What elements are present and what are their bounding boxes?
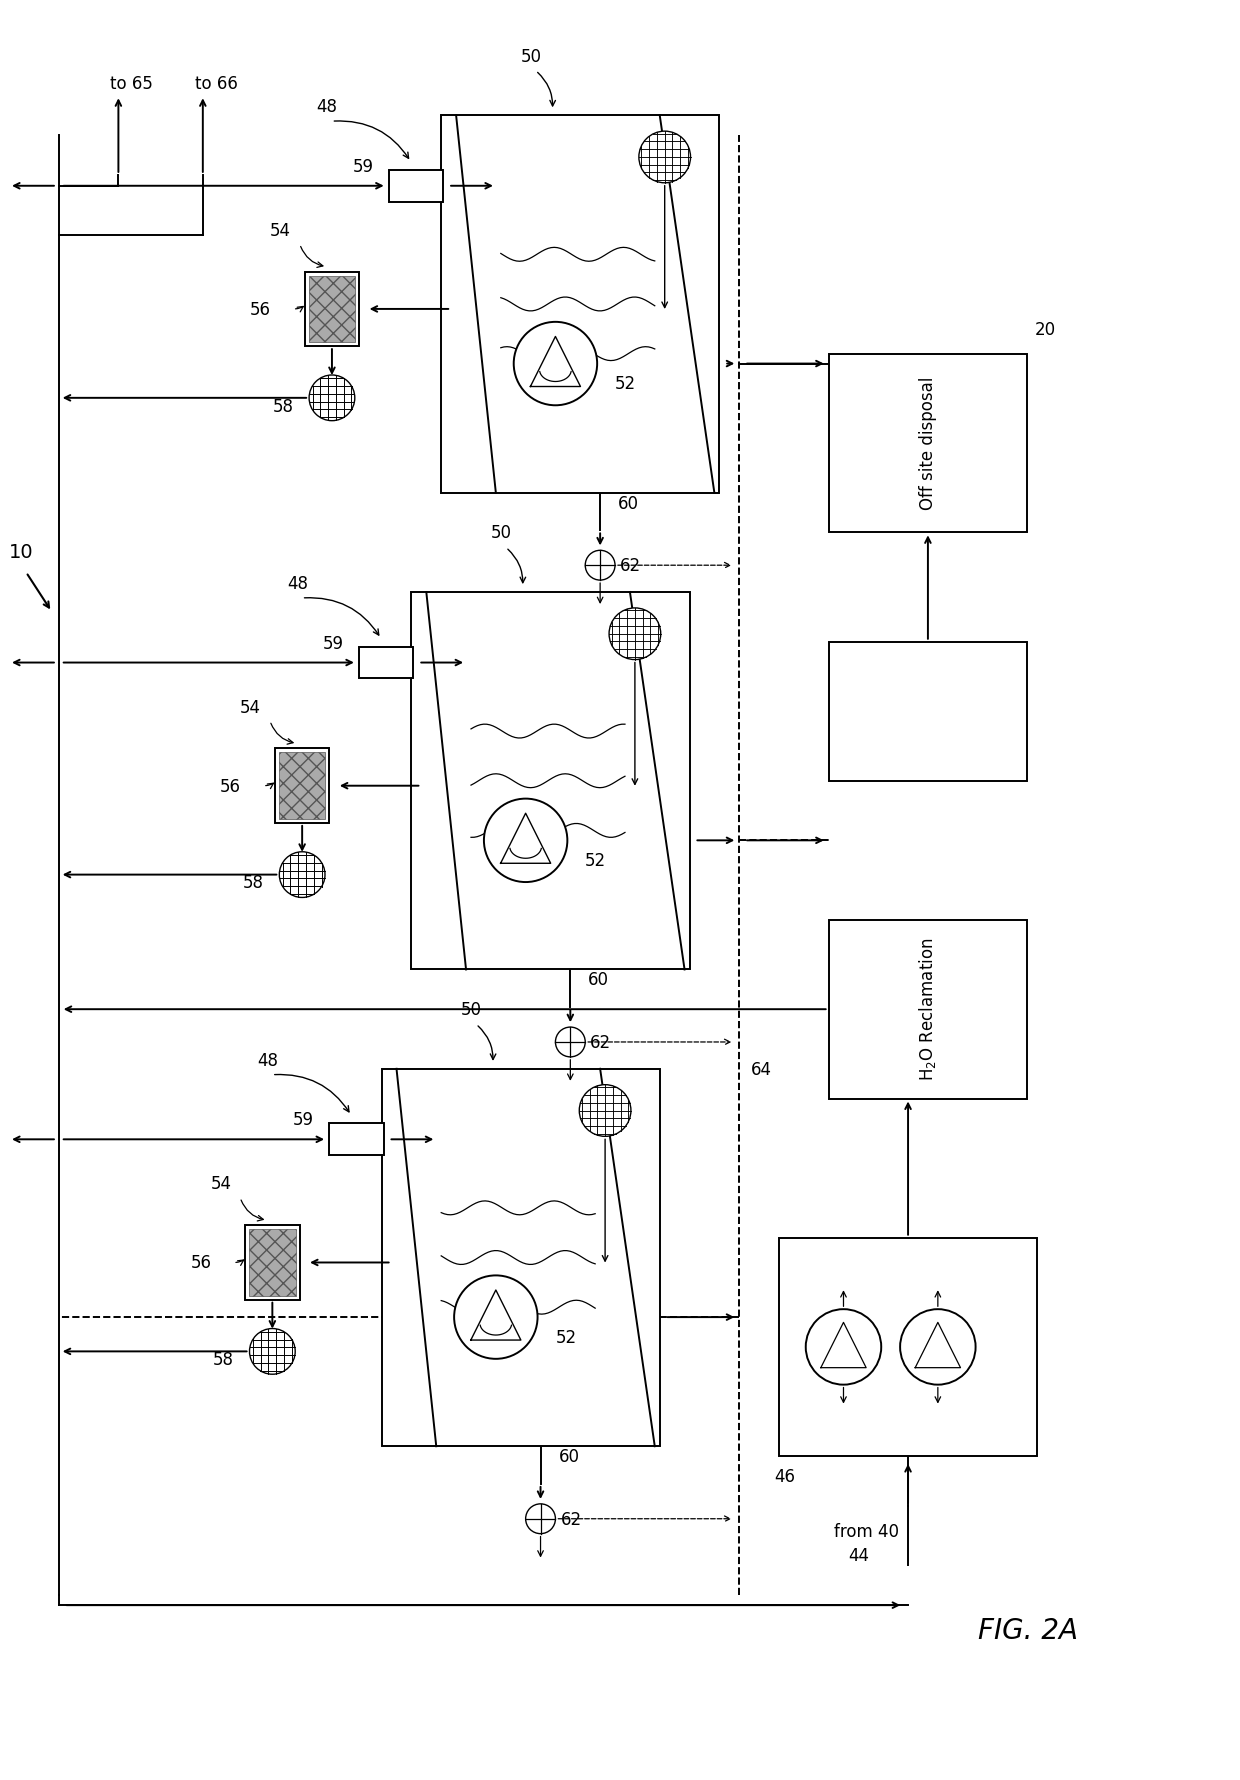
Bar	[305, 272, 360, 345]
Text: FIG. 2A: FIG. 2A	[977, 1616, 1078, 1645]
Text: Off site disposal: Off site disposal	[919, 376, 937, 509]
Circle shape	[609, 609, 661, 660]
Text: 54: 54	[241, 700, 262, 717]
Circle shape	[309, 376, 355, 420]
Bar	[388, 169, 443, 201]
Text: 62: 62	[560, 1511, 582, 1529]
Text: 10: 10	[9, 543, 33, 562]
Bar	[246, 1225, 300, 1299]
Text: to 65: to 65	[110, 75, 154, 93]
Circle shape	[585, 550, 615, 580]
Bar	[275, 748, 330, 822]
Circle shape	[639, 132, 691, 183]
Bar	[412, 593, 689, 970]
Bar	[329, 1123, 383, 1155]
Circle shape	[454, 1276, 538, 1358]
Text: 48: 48	[286, 575, 308, 593]
Text: 54: 54	[211, 1175, 232, 1193]
Text: 59: 59	[322, 635, 343, 653]
Text: 62: 62	[620, 557, 641, 575]
Text: 56: 56	[250, 301, 272, 319]
Circle shape	[526, 1504, 556, 1534]
Text: 58: 58	[243, 874, 264, 892]
Text: 56: 56	[191, 1255, 211, 1273]
Text: 59: 59	[293, 1111, 314, 1129]
Text: 52: 52	[556, 1330, 577, 1347]
Text: 58: 58	[273, 397, 294, 417]
Text: 56: 56	[221, 778, 242, 796]
Text: 46: 46	[774, 1468, 795, 1486]
Circle shape	[484, 799, 568, 883]
Bar	[358, 646, 413, 678]
Text: 60: 60	[558, 1449, 579, 1467]
Text: 59: 59	[352, 158, 373, 176]
Text: to 66: to 66	[195, 75, 238, 93]
Bar	[828, 354, 1027, 532]
Text: 52: 52	[585, 853, 606, 870]
Circle shape	[279, 853, 325, 897]
Text: 60: 60	[588, 972, 609, 990]
Bar	[279, 753, 325, 819]
Text: 64: 64	[751, 1061, 773, 1079]
Text: 20: 20	[1035, 320, 1056, 338]
Bar	[441, 116, 719, 493]
Circle shape	[556, 1027, 585, 1057]
Bar	[828, 920, 1027, 1098]
Text: 52: 52	[615, 376, 636, 393]
Bar	[382, 1068, 660, 1445]
Circle shape	[249, 1328, 295, 1374]
Circle shape	[579, 1084, 631, 1136]
Text: H$_2$O Reclamation: H$_2$O Reclamation	[918, 938, 939, 1080]
Bar	[828, 641, 1027, 781]
Text: 44: 44	[848, 1547, 869, 1565]
Text: 58: 58	[213, 1351, 234, 1369]
Circle shape	[900, 1308, 976, 1385]
Text: 48: 48	[316, 98, 337, 116]
Text: 60: 60	[618, 495, 639, 513]
Circle shape	[806, 1308, 882, 1385]
Text: from 40: from 40	[833, 1522, 899, 1541]
Circle shape	[513, 322, 598, 406]
Text: 62: 62	[590, 1034, 611, 1052]
Text: 48: 48	[257, 1052, 278, 1070]
Text: 50: 50	[461, 1000, 482, 1020]
Bar	[779, 1237, 1037, 1456]
Text: 54: 54	[270, 222, 291, 240]
Bar	[249, 1230, 295, 1296]
Bar	[309, 276, 356, 342]
Text: 50: 50	[521, 48, 542, 66]
Text: 50: 50	[491, 525, 512, 543]
